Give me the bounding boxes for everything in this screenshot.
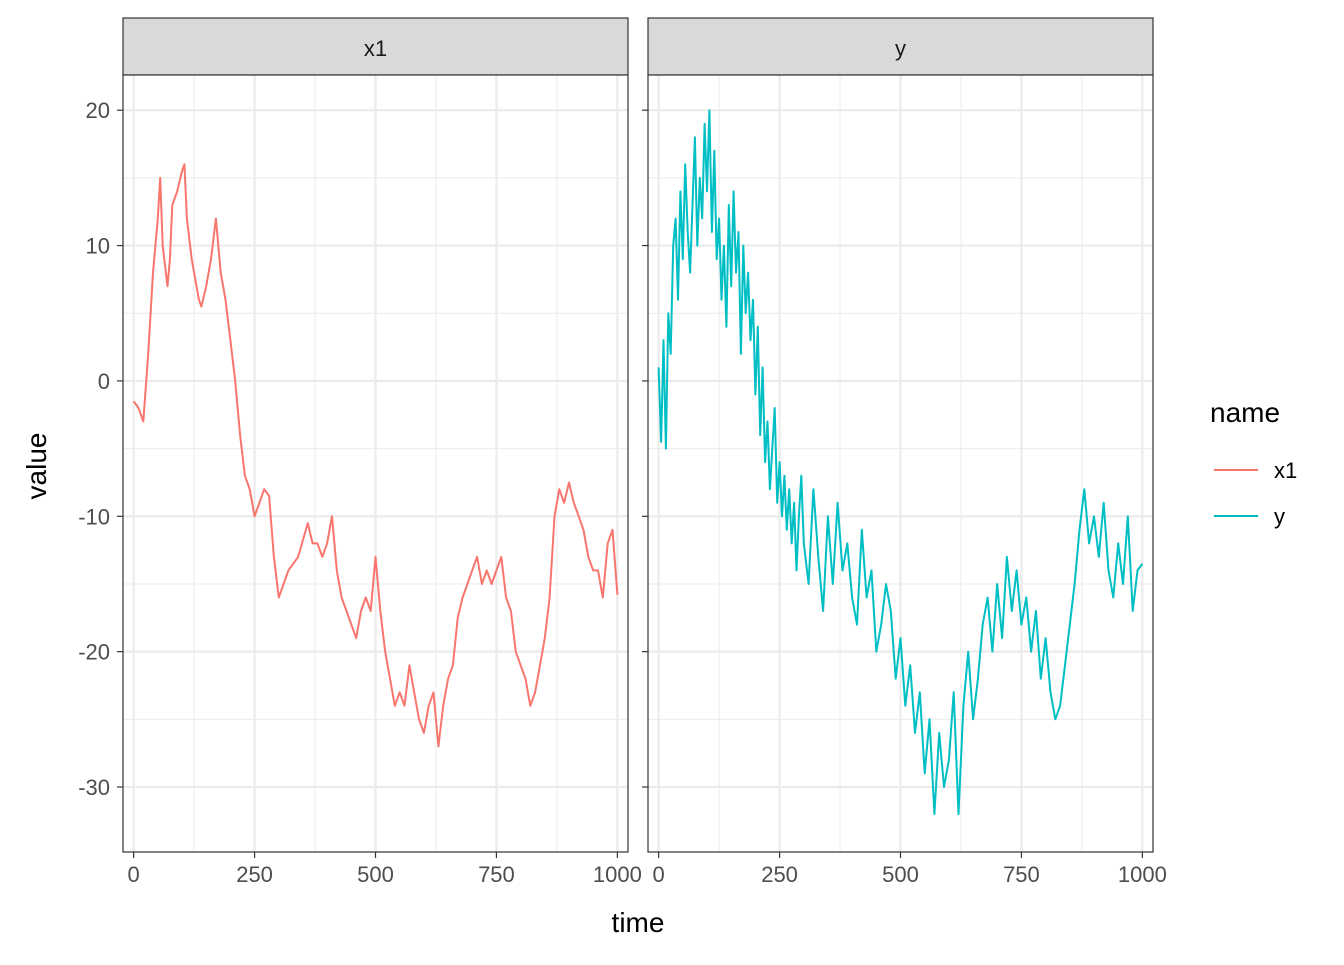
y-tick-label: 20 [86,98,110,123]
x-axis-title: time [612,907,665,938]
x-tick-label: 500 [357,862,394,887]
strip-label-x1: x1 [364,36,387,61]
x-tick-label: 750 [1003,862,1040,887]
strip-x1 [122,17,629,76]
series-line-y [657,109,1144,816]
x-tick-label: 500 [882,862,919,887]
series-line-x1 [132,163,619,748]
y-tick-label: -10 [78,504,110,529]
y-tick-label: 0 [98,369,110,394]
legend-entries: x1 y [1214,458,1297,529]
legend-item-y: y [1214,504,1285,529]
y-tick-label: -30 [78,775,110,800]
legend-label-y: y [1274,504,1285,529]
y-tick-label: -20 [78,640,110,665]
legend: name x1 y [1210,397,1297,529]
legend-title: name [1210,397,1280,428]
x-tick-label: 250 [761,862,798,887]
legend-label-x1: x1 [1274,458,1297,483]
x-tick-label: 1000 [1118,862,1167,887]
panels: x1 0 250 500 750 1000 y 0 250 500 750 1000 [117,17,1167,887]
y-tick-label: 10 [86,234,110,259]
x-tick-label: 0 [653,862,665,887]
panel-y: y 0 250 500 750 1000 [642,17,1167,887]
y-axis-title: value [21,433,52,500]
x-tick-label: 1000 [593,862,642,887]
panel-x1: x1 0 250 500 750 1000 [117,17,642,887]
y-axis: 20 10 0 -10 -20 -30 [78,98,110,800]
strip-label-y: y [895,36,906,61]
legend-item-x1: x1 [1214,458,1297,483]
x-tick-label: 0 [128,862,140,887]
x-tick-label: 750 [478,862,515,887]
x-tick-label: 250 [236,862,273,887]
